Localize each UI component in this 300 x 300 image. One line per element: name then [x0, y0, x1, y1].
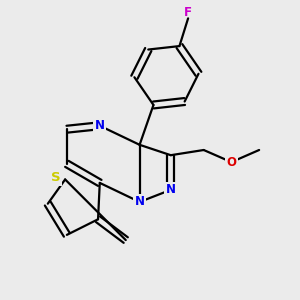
- Text: S: S: [51, 171, 60, 184]
- Text: N: N: [95, 119, 105, 132]
- Text: N: N: [166, 183, 176, 196]
- Text: O: O: [226, 156, 236, 169]
- Text: F: F: [184, 6, 192, 19]
- Text: N: N: [135, 196, 145, 208]
